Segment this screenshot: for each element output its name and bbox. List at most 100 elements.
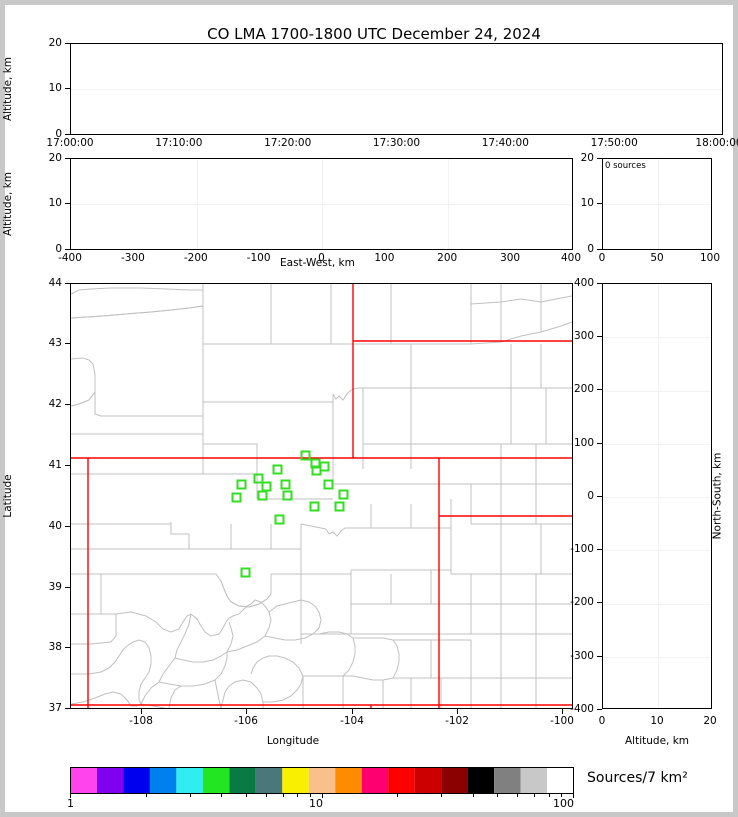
tick-mark — [597, 549, 602, 550]
x-tick-label: 0 — [318, 252, 325, 264]
colorbar-minor-tick — [534, 794, 536, 797]
x-tick-label: 17:10:00 — [155, 137, 203, 149]
x-tick-label: 17:00:00 — [46, 137, 94, 149]
source-count-annotation: 0 sources — [605, 161, 646, 171]
colorbar-segment — [149, 767, 177, 794]
tick-mark — [562, 709, 563, 714]
x-tick-label: -108 — [129, 715, 153, 727]
colorbar-minor-tick — [265, 794, 267, 797]
gridline — [657, 284, 659, 708]
colorbar-segment — [202, 767, 230, 794]
y-tick-label: 39 — [48, 580, 62, 593]
tick-mark — [597, 496, 602, 497]
page-title: CO LMA 1700-1800 UTC December 24, 2024 — [207, 25, 541, 43]
gridline — [603, 204, 711, 205]
y-tick-label: 0 — [55, 127, 62, 140]
y-axis-label: Latitude — [2, 474, 14, 518]
x-tick-label: -104 — [340, 715, 364, 727]
x-tick-label: 17:50:00 — [590, 137, 638, 149]
source-histogram-panel: 0 sources — [602, 158, 712, 250]
tick-mark — [65, 708, 70, 709]
gridline — [71, 89, 722, 90]
state-borders — [71, 284, 572, 708]
colorbar-minor-tick — [245, 794, 247, 797]
colorbar-segment — [335, 767, 362, 794]
tick-mark — [597, 283, 602, 284]
tick-mark — [597, 336, 602, 337]
gridline — [71, 204, 572, 205]
x-tick-label: 100 — [699, 252, 721, 264]
y-tick-label: 41 — [48, 458, 62, 471]
colorbar-major-tick — [321, 794, 323, 798]
x-tick-label: -200 — [183, 252, 208, 264]
tick-mark — [352, 709, 353, 714]
y-tick-label: 37 — [48, 701, 62, 714]
colorbar-segment — [388, 767, 415, 794]
tick-mark — [65, 249, 70, 250]
colorbar-tick-label: 1 — [67, 797, 74, 810]
gridline — [603, 550, 711, 552]
tick-mark — [597, 389, 602, 390]
tick-mark — [597, 656, 602, 657]
colorbar-minor-tick — [441, 794, 443, 797]
gridline — [657, 159, 659, 249]
tick-mark — [65, 203, 70, 204]
colorbar-segment — [414, 767, 442, 794]
colorbar-segment — [282, 767, 309, 794]
colorbar-minor-tick — [397, 794, 399, 797]
colorbar-minor-tick — [297, 794, 299, 797]
colorbar-segment — [520, 767, 548, 794]
x-tick-label: -106 — [234, 715, 258, 727]
y-axis-label: Altitude, km — [2, 171, 14, 237]
x-tick-label: 10 — [650, 715, 664, 727]
y-tick-label: 40 — [48, 519, 62, 532]
x-tick-label: 300 — [500, 252, 521, 264]
colorbar-minor-tick — [309, 794, 311, 797]
x-axis-label: Altitude, km — [624, 735, 690, 747]
x-tick-label: 0 — [598, 252, 606, 264]
lma-source-markers — [231, 450, 349, 578]
sources-colorbar — [70, 767, 574, 794]
colorbar-minor-tick — [189, 794, 191, 797]
tick-mark — [597, 709, 602, 710]
x-tick-label: -102 — [445, 715, 469, 727]
colorbar-segment — [441, 767, 468, 794]
y-tick-label: 100 — [573, 436, 594, 449]
tick-mark — [457, 709, 458, 714]
y-tick-label: -300 — [570, 649, 594, 662]
colorbar-tick-label: 100 — [553, 797, 574, 810]
gridline — [196, 159, 198, 249]
colorbar-minor-tick — [282, 794, 284, 797]
gridline — [447, 159, 449, 249]
x-tick-label: -300 — [120, 252, 145, 264]
x-tick-label: 20 — [703, 715, 717, 727]
x-tick-label: -100 — [246, 252, 271, 264]
colorbar-minor-tick — [548, 794, 550, 797]
tick-mark — [597, 602, 602, 603]
colorbar-segment — [70, 767, 97, 794]
gridline — [603, 656, 711, 658]
map-panel — [70, 283, 573, 709]
x-axis-label: East-West, km — [280, 257, 355, 269]
x-tick-label: 17:30:00 — [372, 137, 421, 149]
y-tick-label: 38 — [48, 640, 62, 653]
y-axis-label: North-South, km — [711, 452, 724, 540]
colorbar-minor-tick — [561, 794, 563, 797]
colorbar-major-tick — [70, 794, 71, 798]
colorbar-label: Sources/7 km² — [587, 770, 688, 786]
y-tick-label: 20 — [48, 151, 62, 164]
y-tick-label: 0 — [587, 242, 594, 255]
map-geography — [71, 284, 572, 708]
x-tick-label: -400 — [58, 252, 82, 264]
y-tick-label: 0 — [55, 242, 62, 255]
y-tick-label: -200 — [570, 595, 594, 608]
colorbar-minor-tick — [145, 794, 147, 797]
county-borders — [71, 284, 572, 708]
tick-mark — [597, 443, 602, 444]
colorbar-segment — [361, 767, 389, 794]
y-tick-label: 20 — [580, 151, 594, 164]
y-tick-label: 42 — [48, 397, 62, 410]
tick-mark — [65, 88, 70, 89]
y-tick-label: 43 — [48, 336, 62, 349]
